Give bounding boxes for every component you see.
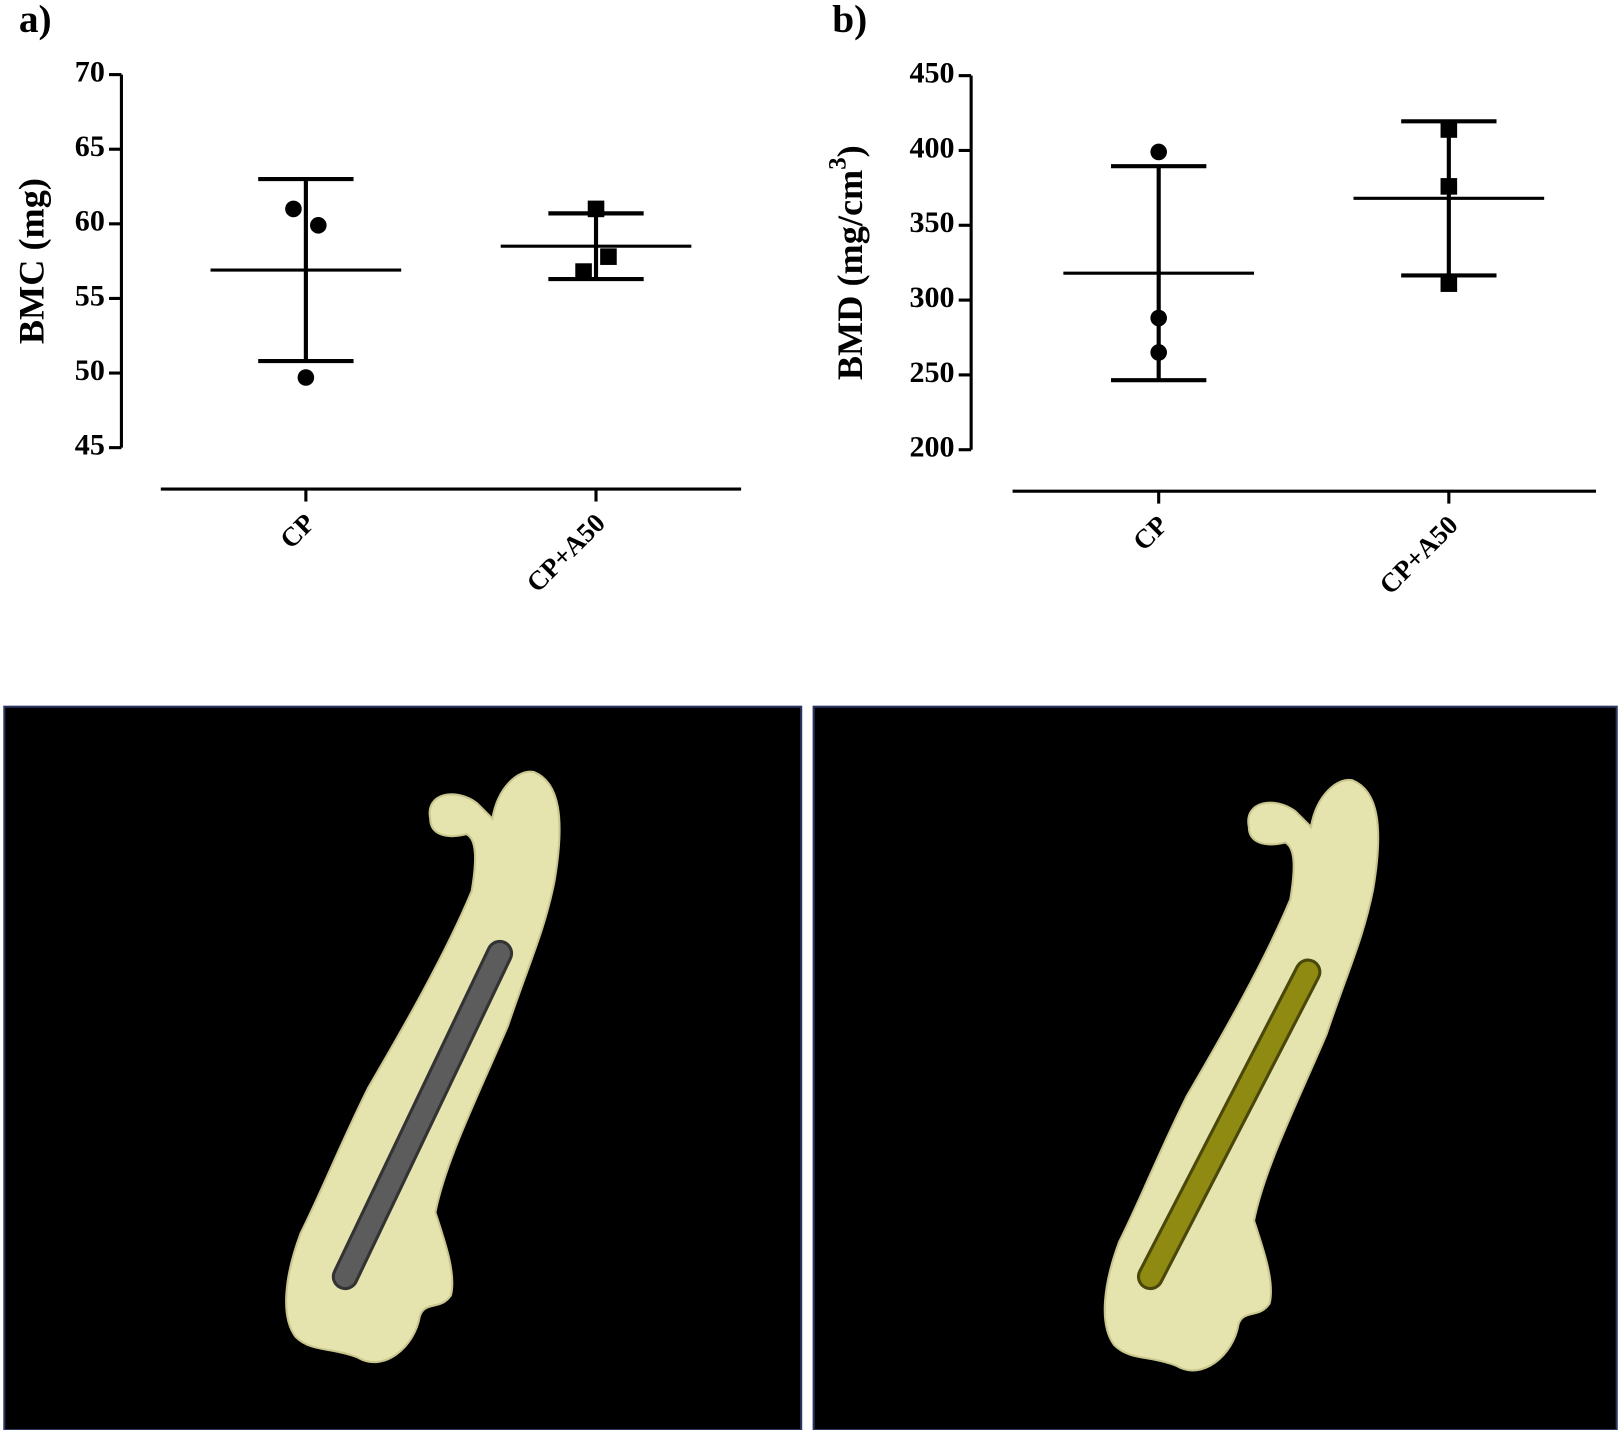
panel-label: a) — [19, 0, 52, 41]
data-point — [1440, 178, 1458, 195]
data-point — [1150, 344, 1167, 361]
panel-label: b) — [832, 0, 867, 41]
x-tick-label: CP — [1127, 510, 1174, 557]
data-point — [1440, 121, 1458, 138]
y-tick-label: 350 — [909, 205, 954, 239]
y-tick-label: 200 — [909, 430, 954, 464]
data-point — [1150, 309, 1167, 327]
panel-label: d) — [831, 722, 866, 766]
y-tick-label: 50 — [75, 353, 105, 387]
y-tick-label: 250 — [909, 355, 954, 389]
y-tick-label: 60 — [75, 204, 105, 238]
y-tick-label: 400 — [909, 130, 954, 164]
implant — [1140, 961, 1319, 1287]
data-point — [1150, 143, 1167, 161]
y-tick-label: 55 — [75, 278, 105, 312]
y-tick-label: 300 — [909, 280, 954, 314]
data-point — [297, 369, 315, 386]
y-tick-label: 45 — [75, 428, 105, 462]
y-axis-label: BMC (mg) — [12, 178, 52, 344]
y-axis-label-part: 3 — [824, 157, 851, 169]
data-point — [575, 263, 592, 280]
data-point — [600, 248, 617, 265]
data-point — [310, 217, 327, 234]
y-tick-label: 65 — [75, 129, 105, 163]
y-axis-label: BMD (mg/cm3) — [824, 145, 870, 380]
data-point — [285, 200, 302, 218]
y-axis-label-part: BMD (mg/cm — [830, 170, 870, 380]
y-tick-label: 70 — [75, 54, 105, 88]
implant — [334, 942, 511, 1287]
y-axis-label-part: BMC (mg) — [12, 178, 52, 344]
data-point — [1440, 275, 1458, 292]
y-tick-label: 450 — [909, 56, 954, 90]
femur — [285, 770, 561, 1364]
x-tick-label: CP+A50 — [521, 508, 611, 598]
image-panel-c: c) — [3, 705, 803, 1430]
data-point — [587, 200, 605, 218]
x-tick-label: CP — [274, 508, 321, 555]
panel-label: c) — [21, 722, 52, 766]
image-panel-d: d) — [812, 705, 1618, 1430]
y-axis-label-part: ) — [830, 145, 870, 157]
x-tick-label: CP+A50 — [1373, 510, 1463, 600]
